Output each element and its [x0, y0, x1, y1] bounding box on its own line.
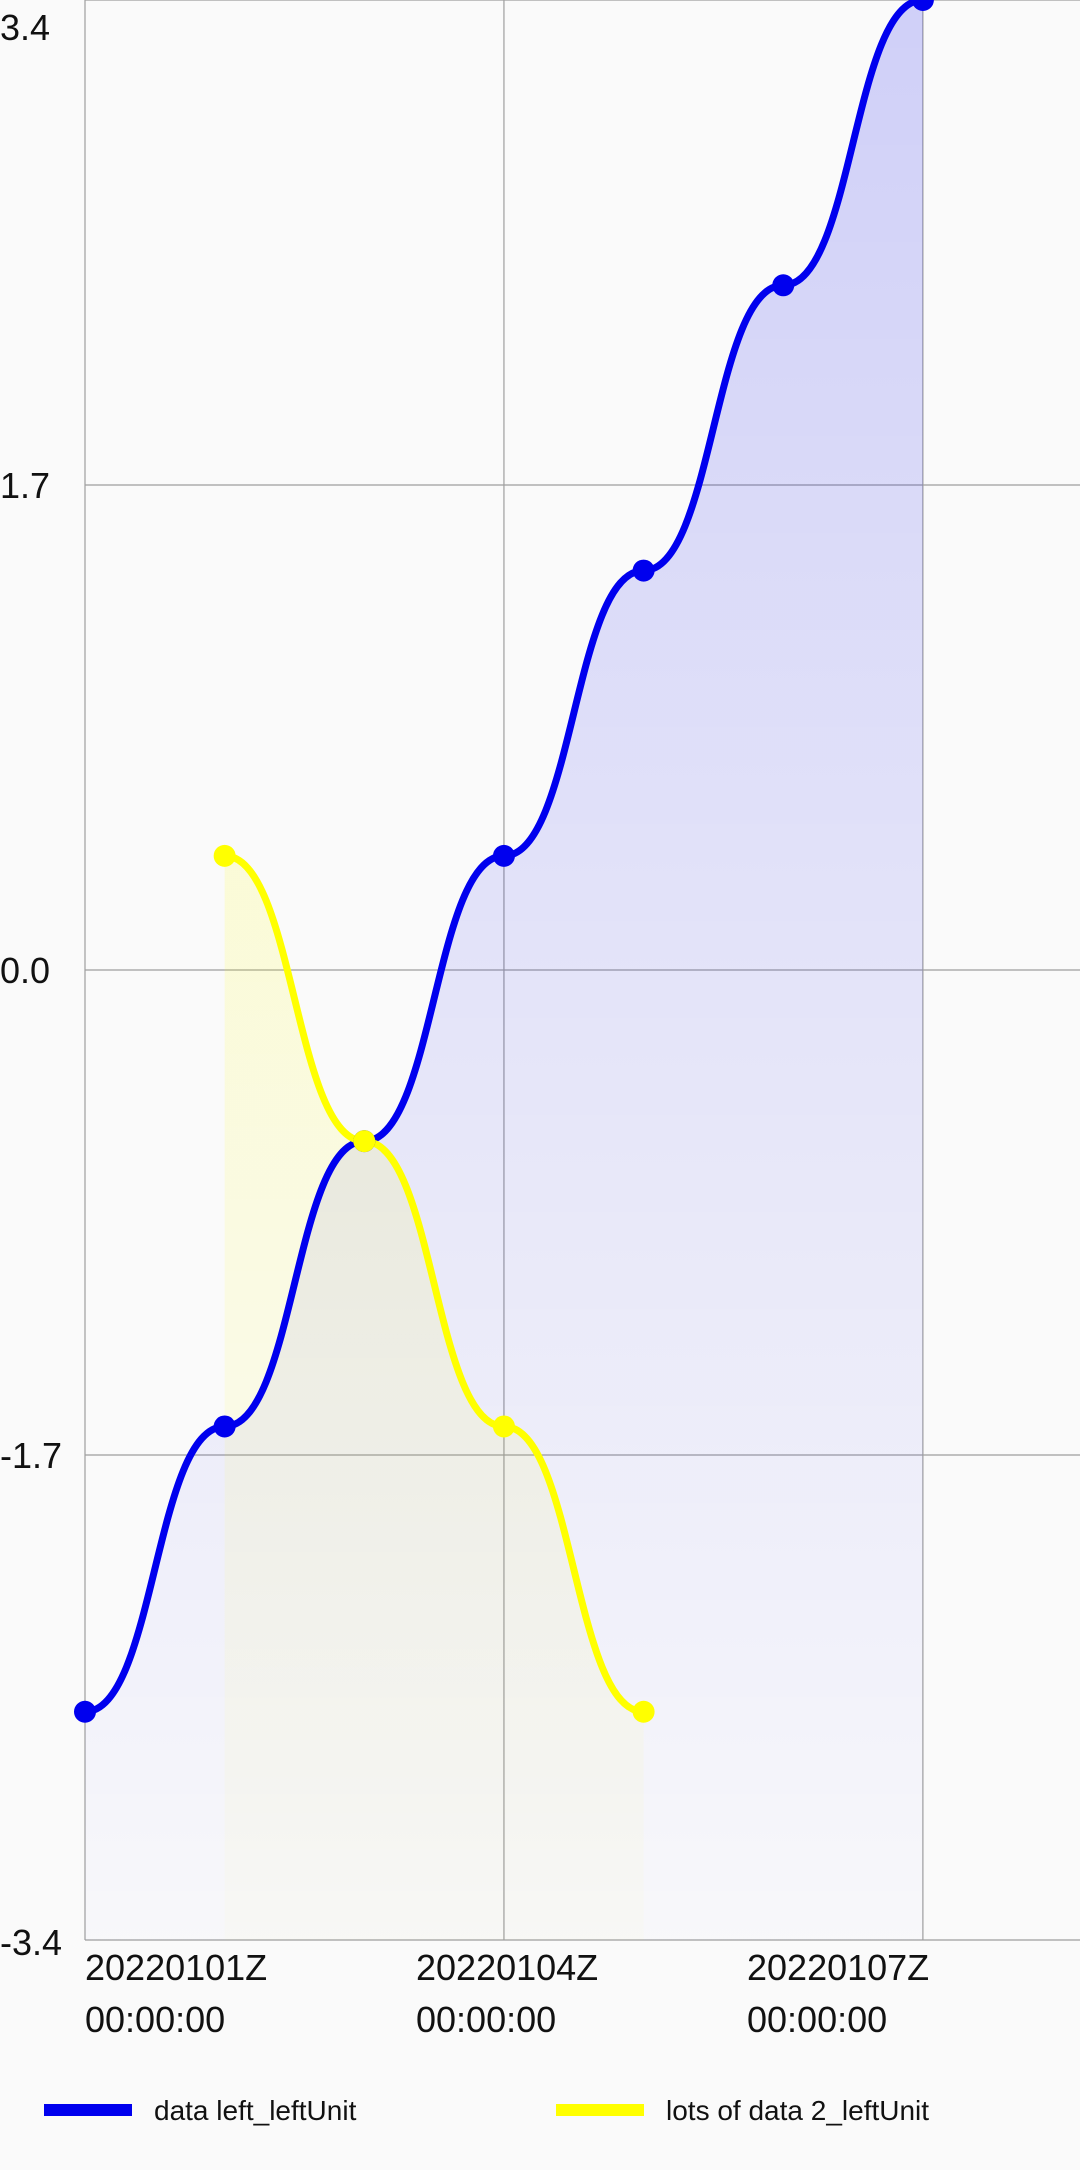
svg-text:00:00:00: 00:00:00	[747, 1999, 887, 2040]
y-tick-label: 0.0	[0, 950, 50, 991]
y-tick-label: 3.4	[0, 7, 50, 48]
svg-text:20220101Z: 20220101Z	[85, 1947, 267, 1988]
data-point	[213, 1415, 236, 1438]
series-area-1	[224, 855, 644, 1940]
x-tick-label: 20220104Z 00:00:00	[416, 1947, 598, 2040]
legend-swatch	[556, 2104, 644, 2116]
svg-text:20220107Z: 20220107Z	[747, 1947, 929, 1988]
svg-text:20220104Z: 20220104Z	[416, 1947, 598, 1988]
y-axis-ticks: 3.4 1.7 0.0 -1.7 -3.4	[0, 7, 62, 1963]
svg-text:00:00:00: 00:00:00	[85, 1999, 225, 2040]
data-point	[911, 0, 934, 11]
series-line-1	[221, 852, 648, 1716]
x-tick-label: 20220101Z 00:00:00	[85, 1947, 267, 2040]
series-areas	[85, 0, 923, 1940]
legend-swatch	[44, 2104, 132, 2116]
x-tick-label: 20220107Z 00:00:00	[747, 1947, 929, 2040]
legend-item: lots of data 2_leftUnit	[556, 2095, 929, 2126]
y-tick-label: -1.7	[0, 1435, 62, 1476]
x-axis-ticks: 20220101Z00:00:0020220104Z00:00:00202201…	[85, 1947, 929, 2040]
data-point	[632, 1700, 655, 1723]
data-point	[213, 844, 236, 867]
legend-item: data left_leftUnit	[44, 2095, 357, 2126]
data-point	[632, 559, 655, 582]
y-tick-label: 1.7	[0, 465, 50, 506]
data-point	[772, 274, 795, 297]
data-point	[74, 1700, 96, 1723]
legend-label: lots of data 2_leftUnit	[666, 2095, 929, 2126]
data-point	[492, 844, 515, 867]
series-points	[74, 0, 934, 1723]
y-tick-label: -3.4	[0, 1922, 62, 1963]
data-point	[492, 1415, 515, 1438]
legend-label: data left_leftUnit	[154, 2095, 357, 2126]
legend: data left_leftUnit lots of data 2_leftUni…	[44, 2095, 929, 2126]
svg-text:00:00:00: 00:00:00	[416, 1999, 556, 2040]
data-point	[353, 1130, 376, 1153]
